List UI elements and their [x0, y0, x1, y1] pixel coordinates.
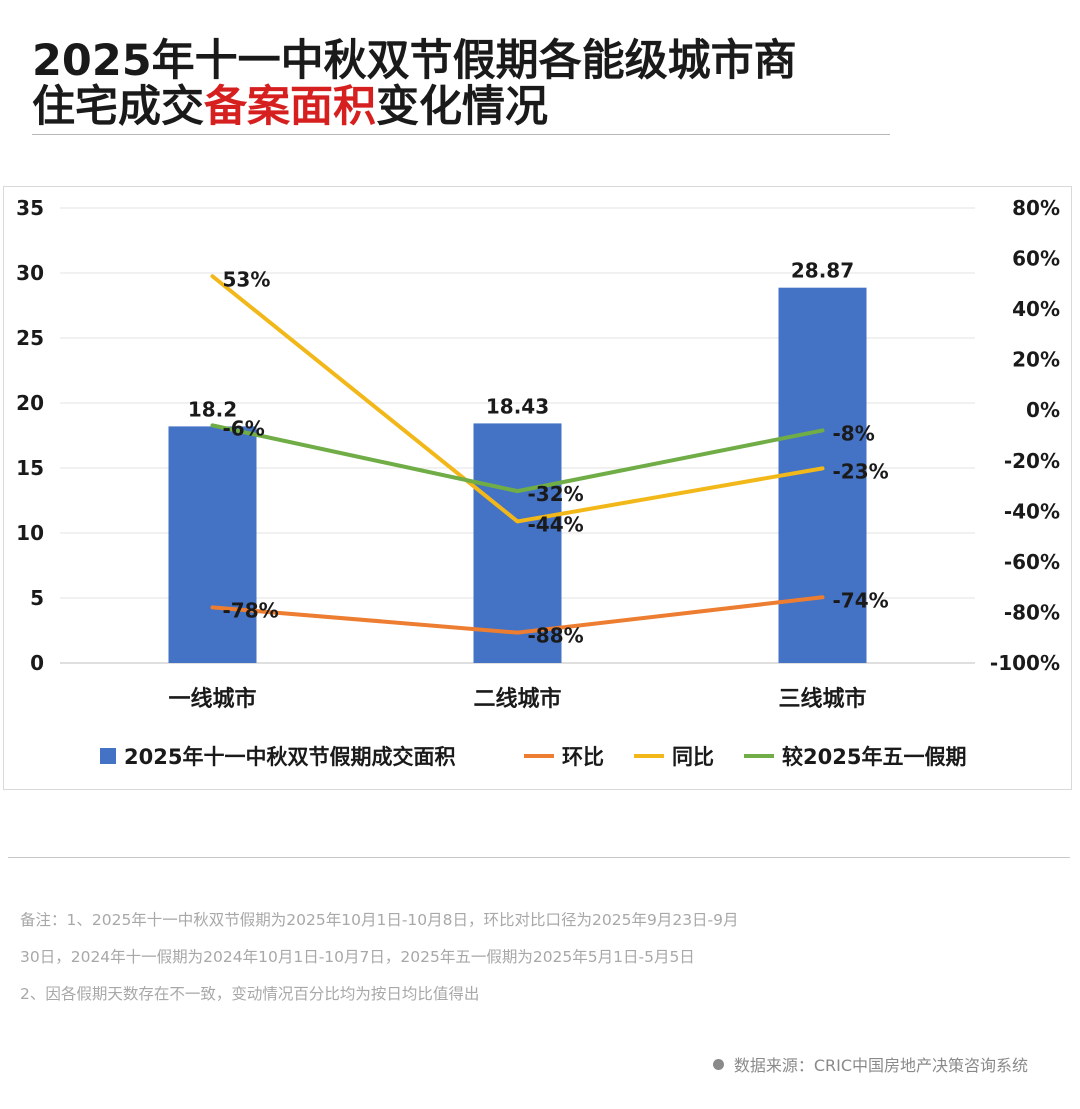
left-axis-tick-label: 15	[16, 456, 44, 480]
chart-frame	[3, 186, 1072, 790]
divider	[8, 857, 1070, 858]
left-axis-tick-label: 5	[30, 586, 44, 610]
title-line2-end: 变化情况	[376, 82, 548, 132]
line-data-label: -74%	[833, 588, 889, 612]
legend-label: 2025年十一中秋双节假期成交面积	[124, 745, 455, 769]
bar-value-label: 28.87	[791, 259, 854, 283]
line-data-label: -44%	[528, 512, 584, 536]
line-data-label: -32%	[528, 482, 584, 506]
right-axis-tick-label: 60%	[1012, 247, 1060, 271]
source-text: 数据来源：CRIC中国房地产决策咨询系统	[733, 1056, 1028, 1075]
note-line-1: 备注：1、2025年十一中秋双节假期为2025年10月1日-10月8日，环比对比…	[20, 911, 739, 929]
bar	[473, 423, 562, 663]
left-axis-tick-label: 20	[16, 391, 44, 415]
notes: 备注：1、2025年十一中秋双节假期为2025年10月1日-10月8日，环比对比…	[20, 902, 1060, 1013]
title-line1: 2025年十一中秋双节假期各能级城市商	[32, 36, 797, 86]
category-label: 一线城市	[168, 686, 256, 712]
note-line-3: 2、因各假期天数存在不一致，变动情况百分比均为按日均比值得出	[20, 985, 480, 1003]
right-axis-tick-label: 40%	[1012, 297, 1060, 321]
right-axis-tick-label: -20%	[1004, 449, 1060, 473]
right-axis-tick-label: 80%	[1012, 196, 1060, 220]
line-data-label: -6%	[223, 416, 265, 440]
left-axis-tick-label: 35	[16, 196, 44, 220]
right-axis-tick-label: -60%	[1004, 550, 1060, 574]
data-source: 数据来源：CRIC中国房地产决策咨询系统	[712, 1052, 1028, 1076]
left-axis-tick-label: 0	[30, 651, 44, 675]
right-axis-tick-label: 0%	[1026, 398, 1060, 422]
line-data-label: -78%	[223, 598, 279, 622]
category-label: 二线城市	[473, 686, 561, 712]
line-data-label: -88%	[528, 624, 584, 648]
bar-value-label: 18.2	[188, 397, 237, 421]
legend-label: 较2025年五一假期	[782, 745, 966, 769]
legend-label: 环比	[562, 745, 604, 769]
right-axis-tick-label: 20%	[1012, 348, 1060, 372]
title-underline	[32, 134, 890, 135]
series-line-vs_mayday	[210, 423, 825, 494]
bar-value-label: 18.43	[486, 394, 549, 418]
title-highlight: 备案面积	[204, 82, 376, 132]
bar	[168, 426, 257, 663]
legend-label: 同比	[672, 745, 714, 769]
category-label: 三线城市	[778, 686, 866, 712]
line-data-label: -8%	[833, 421, 875, 445]
right-axis-tick-label: -40%	[1004, 499, 1060, 523]
bullet-icon	[712, 1059, 724, 1070]
right-axis-tick-label: -80%	[1004, 600, 1060, 624]
note-line-2: 30日，2024年十一假期为2024年10月1日-10月7日，2025年五一假期…	[20, 948, 695, 966]
right-axis-tick-label: -100%	[990, 651, 1060, 675]
legend-swatch-bar	[100, 748, 116, 764]
left-axis-tick-label: 10	[16, 521, 44, 545]
page-title: 2025年十一中秋双节假期各能级城市商 住宅成交备案面积变化情况	[32, 38, 1032, 130]
combo-chart: 0 5 10 15 20 25 30 35 -100% -80% -60% -40% -20% 0% 20%…	[16, 196, 1060, 769]
line-data-label: 53%	[223, 267, 271, 291]
line-data-label: -23%	[833, 459, 889, 483]
series-line-yoy	[210, 274, 825, 524]
series-line-mom	[210, 595, 825, 635]
left-axis-tick-label: 30	[16, 261, 44, 285]
left-axis-tick-label: 25	[16, 326, 44, 350]
title-line2-start: 住宅成交	[32, 82, 204, 132]
